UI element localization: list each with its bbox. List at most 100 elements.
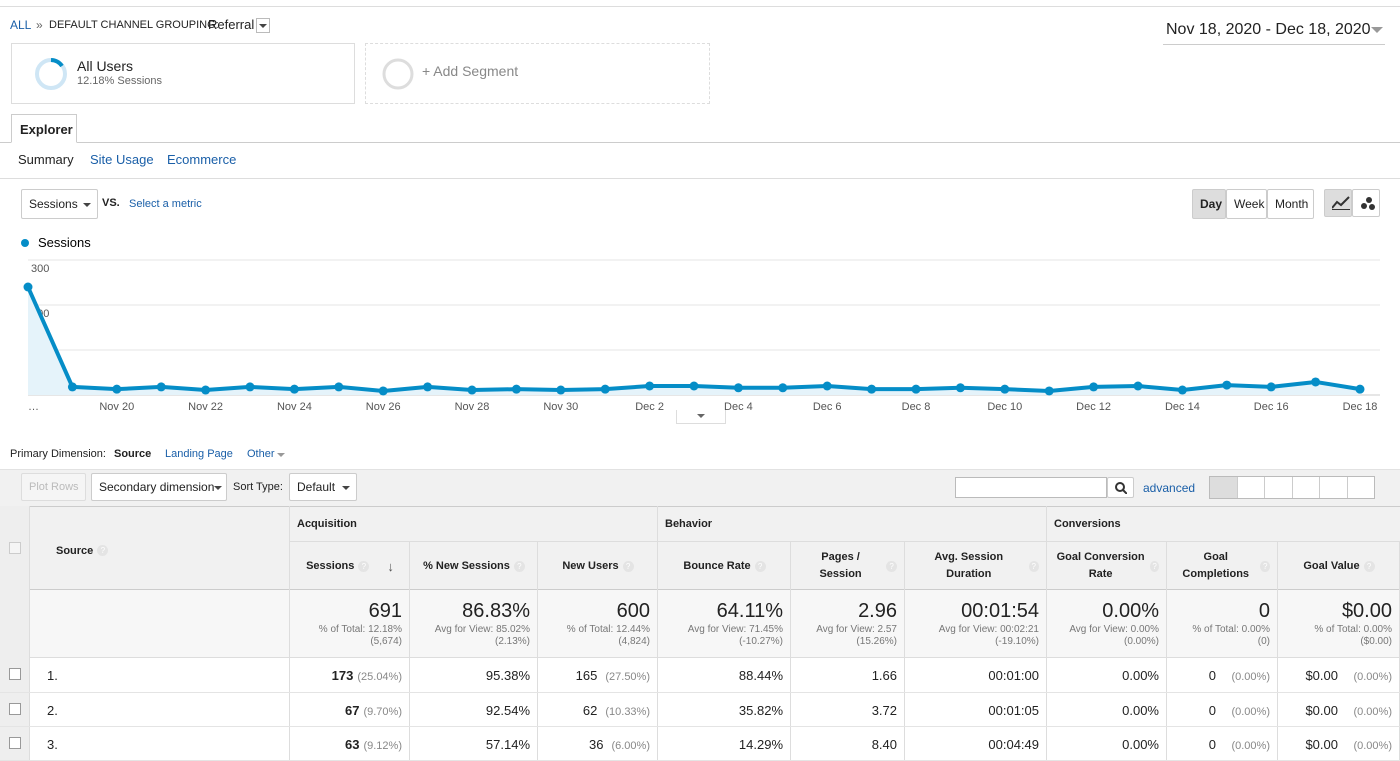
sort-dropdown[interactable]: Default (289, 473, 357, 501)
help-icon[interactable]: ? (1150, 560, 1159, 572)
point (911, 384, 921, 394)
x-tick-label: Dec 12 (1076, 401, 1111, 413)
column-divider (537, 541, 538, 760)
add-ring (382, 58, 414, 90)
point (1000, 384, 1010, 394)
breadcrumb-dropdown[interactable] (256, 18, 270, 33)
month-button[interactable]: Month (1267, 189, 1314, 219)
term-view[interactable] (1320, 477, 1348, 498)
column-header[interactable]: Goal Completions? (1167, 542, 1278, 590)
point (1266, 382, 1276, 392)
summary-base: (15.26%) (856, 636, 897, 647)
add-segment[interactable]: + Add Segment (365, 43, 710, 104)
line-view-button[interactable] (1324, 189, 1352, 217)
column-divider (1166, 541, 1167, 760)
help-icon[interactable]: ? (1260, 560, 1270, 572)
summary-base: (-19.10%) (995, 636, 1039, 647)
help-icon[interactable]: ? (622, 560, 634, 572)
help-icon[interactable]: ? (754, 560, 766, 572)
table-view[interactable] (1210, 477, 1238, 498)
source-header-label[interactable]: Source (56, 545, 94, 557)
pivot-view[interactable] (1348, 477, 1375, 498)
x-tick-label: Dec 8 (902, 401, 931, 413)
date-caret[interactable] (1371, 27, 1383, 33)
summary-note: Avg for View: 85.02% (434, 624, 530, 635)
point (955, 383, 965, 393)
subtab-line (0, 178, 1400, 179)
cell-share: (9.12%) (363, 740, 402, 752)
segment-card[interactable]: All Users 12.18% Sessions (11, 43, 355, 104)
cell-value: 36 (589, 737, 604, 752)
day-button[interactable]: Day (1192, 189, 1226, 219)
header-checkbox[interactable] (9, 542, 21, 554)
secondary-dimension[interactable]: Secondary dimension (91, 473, 227, 501)
sort-arrow: ↓ (387, 558, 394, 574)
motion-view-button[interactable] (1352, 189, 1380, 217)
metric-dropdown[interactable]: Sessions (21, 189, 98, 219)
column-header[interactable]: New Users? (538, 542, 658, 590)
breadcrumb-all[interactable]: ALL (10, 18, 32, 32)
row-checkbox[interactable] (9, 703, 21, 715)
cell-value: 0.00% (1122, 703, 1159, 718)
pie-view[interactable] (1238, 477, 1265, 498)
cell-share: (0.00%) (1231, 706, 1270, 718)
row-cell: 67 (9.70%) (290, 703, 402, 718)
search-input[interactable] (955, 477, 1107, 498)
summary-note: Avg for View: 0.00% (1069, 624, 1159, 635)
dimension-option[interactable]: Other (247, 448, 275, 460)
subtab[interactable]: Site Usage (90, 152, 154, 167)
cell-value: 88.44% (738, 668, 783, 683)
point (1044, 386, 1054, 396)
column-header[interactable]: Pages / Session? (791, 542, 905, 590)
top-border (0, 6, 1400, 7)
week-button[interactable]: Week (1226, 189, 1267, 219)
help-icon[interactable]: ? (1028, 560, 1039, 572)
row-checkbox[interactable] (9, 737, 21, 749)
dimension-option[interactable]: Landing Page (165, 448, 233, 460)
row-cell: 1.66 (791, 668, 897, 683)
row-checkbox[interactable] (9, 668, 21, 680)
advanced-link[interactable]: advanced (1143, 481, 1196, 495)
collapse-handle[interactable] (676, 410, 726, 424)
column-header-label: Pages / Session (819, 551, 862, 580)
summary-base: (4,824) (618, 636, 650, 647)
column-header[interactable]: Bounce Rate? (658, 542, 791, 590)
performance-view[interactable] (1265, 477, 1293, 498)
breadcrumb-separator: » (36, 18, 43, 32)
vs-label: VS. (102, 197, 120, 209)
help-icon[interactable]: ? (97, 545, 109, 557)
date-range[interactable]: Nov 18, 2020 - Dec 18, 2020 (1166, 21, 1371, 38)
dimension-option[interactable]: Source (114, 448, 152, 460)
cell-value: 0 (1208, 703, 1216, 718)
help-icon[interactable]: ? (886, 560, 897, 572)
help-icon[interactable]: ? (1363, 560, 1375, 572)
explorer-tab[interactable]: Explorer (11, 114, 77, 143)
help-icon[interactable]: ? (358, 560, 370, 572)
column-header[interactable]: Goal Value? (1278, 542, 1400, 590)
row-cell: 36 (6.00%) (538, 737, 650, 752)
summary-note: % of Total: 0.00% (1192, 624, 1270, 635)
cell-value: 00:04:49 (988, 737, 1039, 752)
column-header[interactable]: Sessions? ↓ (290, 542, 410, 590)
group-divider (1046, 506, 1047, 541)
select-metric[interactable]: Select a metric (129, 198, 202, 210)
subtab[interactable]: Summary (18, 152, 74, 167)
data-table: Source? Acquisition Behavior Conversions Ses… (0, 506, 1400, 761)
x-tick-label: Nov 28 (455, 401, 490, 413)
row-number: 1. (47, 668, 58, 683)
line (26, 286, 1361, 393)
plot-rows[interactable]: Plot Rows (21, 473, 86, 501)
help-icon[interactable]: ? (513, 560, 525, 572)
point (378, 386, 388, 396)
column-header[interactable]: Avg. Session Duration? (905, 542, 1047, 590)
comparison-view[interactable] (1293, 477, 1320, 498)
column-header[interactable]: Goal Conversion Rate? (1047, 542, 1167, 590)
subtab[interactable]: Ecommerce (167, 152, 237, 167)
column-header[interactable]: % New Sessions? (410, 542, 538, 590)
x-tick-label: Nov 24 (277, 401, 312, 413)
search-icon (1115, 481, 1127, 494)
row-cell: 95.38% (410, 668, 530, 683)
search-button[interactable] (1107, 477, 1134, 498)
row-cell: 63 (9.12%) (290, 737, 402, 752)
